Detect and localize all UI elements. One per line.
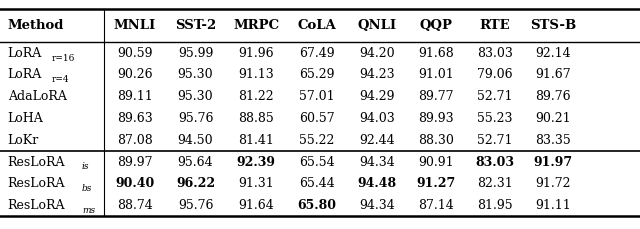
Text: 90.40: 90.40 xyxy=(115,177,154,190)
Text: 83.03: 83.03 xyxy=(477,47,513,60)
Text: 91.27: 91.27 xyxy=(416,177,456,190)
Text: 60.57: 60.57 xyxy=(300,112,335,125)
Text: 65.44: 65.44 xyxy=(300,177,335,190)
Text: 94.48: 94.48 xyxy=(357,177,397,190)
Text: 94.23: 94.23 xyxy=(359,68,395,82)
Text: 92.44: 92.44 xyxy=(359,134,395,147)
Text: MRPC: MRPC xyxy=(233,19,280,32)
Text: 89.93: 89.93 xyxy=(418,112,454,125)
Text: 91.72: 91.72 xyxy=(535,177,571,190)
Text: 91.67: 91.67 xyxy=(535,68,571,82)
Text: 94.34: 94.34 xyxy=(359,199,395,212)
Text: QNLI: QNLI xyxy=(357,19,397,32)
Text: 81.22: 81.22 xyxy=(239,90,274,103)
Text: 91.31: 91.31 xyxy=(239,177,274,190)
Text: 96.22: 96.22 xyxy=(176,177,215,190)
Text: 89.11: 89.11 xyxy=(117,90,152,103)
Text: 57.01: 57.01 xyxy=(300,90,335,103)
Text: LoHA: LoHA xyxy=(8,112,44,125)
Text: 83.03: 83.03 xyxy=(476,155,514,169)
Text: 87.14: 87.14 xyxy=(418,199,454,212)
Text: 82.31: 82.31 xyxy=(477,177,513,190)
Text: 89.77: 89.77 xyxy=(418,90,454,103)
Text: 91.01: 91.01 xyxy=(418,68,454,82)
Text: 95.30: 95.30 xyxy=(178,68,213,82)
Text: LoRA: LoRA xyxy=(8,68,42,82)
Text: SST-2: SST-2 xyxy=(175,19,216,32)
Text: AdaLoRA: AdaLoRA xyxy=(8,90,67,103)
Text: 91.13: 91.13 xyxy=(239,68,274,82)
Text: 81.41: 81.41 xyxy=(238,134,275,147)
Text: ResLoRA: ResLoRA xyxy=(8,199,65,212)
Text: 67.49: 67.49 xyxy=(300,47,335,60)
Text: 95.76: 95.76 xyxy=(178,112,213,125)
Text: bs: bs xyxy=(82,184,92,193)
Text: LoKr: LoKr xyxy=(8,134,39,147)
Text: CoLA: CoLA xyxy=(298,19,337,32)
Text: 90.59: 90.59 xyxy=(117,47,152,60)
Text: RTE: RTE xyxy=(479,19,510,32)
Text: 94.20: 94.20 xyxy=(359,47,395,60)
Text: 94.03: 94.03 xyxy=(359,112,395,125)
Text: 95.76: 95.76 xyxy=(178,199,213,212)
Text: 65.54: 65.54 xyxy=(300,155,335,169)
Text: 92.14: 92.14 xyxy=(535,47,571,60)
Text: 94.34: 94.34 xyxy=(359,155,395,169)
Text: ResLoRA: ResLoRA xyxy=(8,177,65,190)
Text: r=4: r=4 xyxy=(52,75,70,84)
Text: ResLoRA: ResLoRA xyxy=(8,155,65,169)
Text: Method: Method xyxy=(8,19,64,32)
Text: 87.08: 87.08 xyxy=(117,134,152,147)
Text: 52.71: 52.71 xyxy=(477,134,513,147)
Text: 88.30: 88.30 xyxy=(418,134,454,147)
Text: 79.06: 79.06 xyxy=(477,68,513,82)
Text: 89.97: 89.97 xyxy=(117,155,152,169)
Text: 91.68: 91.68 xyxy=(418,47,454,60)
Text: is: is xyxy=(82,162,90,171)
Text: 89.63: 89.63 xyxy=(117,112,152,125)
Text: 94.29: 94.29 xyxy=(359,90,395,103)
Text: 83.35: 83.35 xyxy=(535,134,571,147)
Text: 95.99: 95.99 xyxy=(178,47,213,60)
Text: 91.11: 91.11 xyxy=(535,199,571,212)
Text: 91.96: 91.96 xyxy=(239,47,274,60)
Text: 92.39: 92.39 xyxy=(237,155,276,169)
Text: 88.85: 88.85 xyxy=(239,112,274,125)
Text: 95.64: 95.64 xyxy=(178,155,213,169)
Text: 91.64: 91.64 xyxy=(239,199,274,212)
Text: 94.50: 94.50 xyxy=(178,134,213,147)
Text: ms: ms xyxy=(82,206,95,215)
Text: 90.21: 90.21 xyxy=(535,112,571,125)
Text: 91.97: 91.97 xyxy=(533,155,573,169)
Text: 81.95: 81.95 xyxy=(477,199,513,212)
Text: 52.71: 52.71 xyxy=(477,90,513,103)
Text: 65.80: 65.80 xyxy=(298,199,337,212)
Text: LoRA: LoRA xyxy=(8,47,42,60)
Text: 89.76: 89.76 xyxy=(535,90,571,103)
Text: r=16: r=16 xyxy=(52,54,76,63)
Text: MNLI: MNLI xyxy=(113,19,156,32)
Text: 55.22: 55.22 xyxy=(300,134,335,147)
Text: 90.91: 90.91 xyxy=(418,155,454,169)
Text: 65.29: 65.29 xyxy=(300,68,335,82)
Text: STS-B: STS-B xyxy=(530,19,576,32)
Text: 88.74: 88.74 xyxy=(117,199,152,212)
Text: 90.26: 90.26 xyxy=(117,68,152,82)
Text: QQP: QQP xyxy=(419,19,452,32)
Text: 55.23: 55.23 xyxy=(477,112,513,125)
Text: 95.30: 95.30 xyxy=(178,90,213,103)
